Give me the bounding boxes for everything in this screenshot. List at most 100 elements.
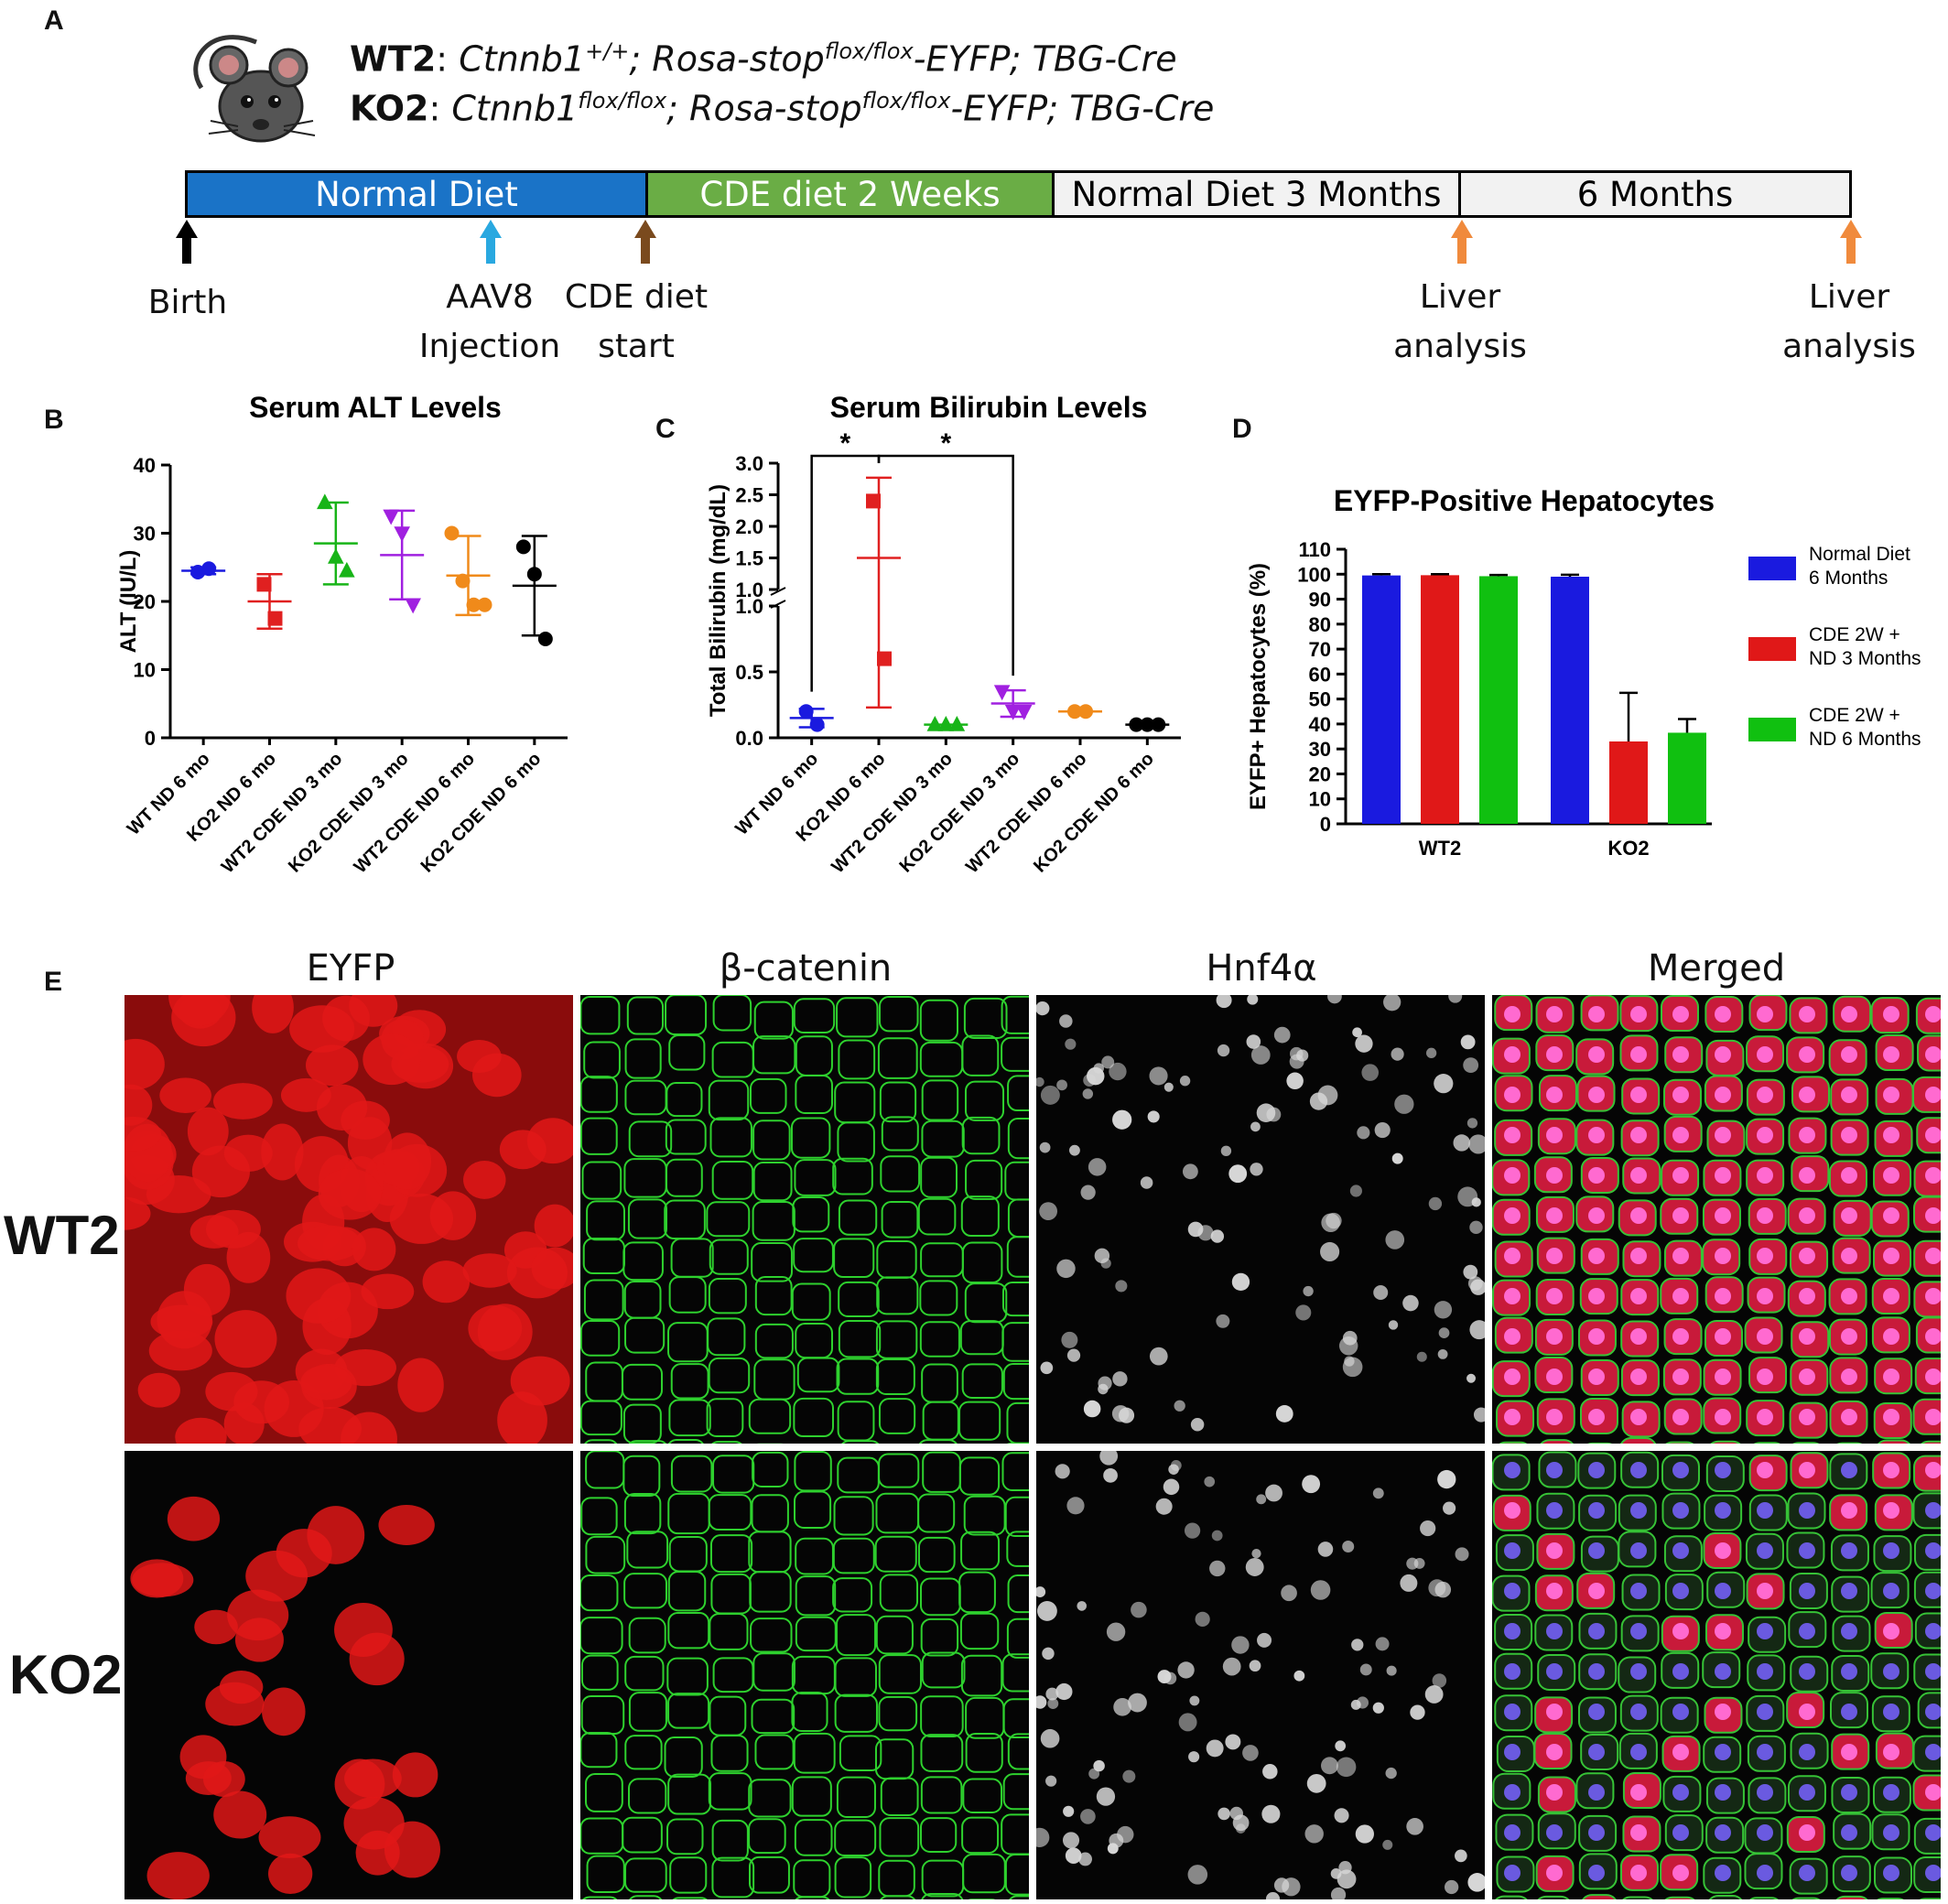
- data-point: [466, 597, 482, 612]
- nucleus: [1189, 1695, 1200, 1706]
- merged-nucleus: [1588, 1623, 1605, 1639]
- nucleus: [1036, 1001, 1050, 1016]
- nucleus: [1336, 1757, 1357, 1778]
- cell-membrane: [752, 1201, 795, 1241]
- merged-nucleus: [1841, 1583, 1857, 1599]
- cell: [471, 1053, 522, 1098]
- cell-membrane: [961, 1034, 1000, 1076]
- cell-membrane: [790, 1117, 831, 1159]
- merged-nucleus: [1672, 1167, 1689, 1184]
- nucleus: [1231, 1272, 1250, 1292]
- merged-nucleus: [1883, 1542, 1899, 1559]
- merged-nucleus: [1883, 1328, 1899, 1345]
- merged-nucleus: [1799, 1704, 1815, 1720]
- cell-membrane: [795, 1575, 837, 1617]
- merged-nucleus: [1588, 1704, 1605, 1720]
- cell-membrane: [667, 1439, 704, 1444]
- merged-cell: [1664, 1896, 1695, 1899]
- data-point: [256, 577, 272, 592]
- cell-membrane: [1002, 1698, 1029, 1739]
- merged-nucleus: [1757, 1502, 1773, 1519]
- merged-nucleus: [1799, 1824, 1815, 1841]
- event-cde-start-label: CDE diet start: [564, 278, 709, 365]
- cell-membrane: [622, 1241, 664, 1282]
- cell-membrane: [624, 1316, 666, 1354]
- merged-nucleus: [1630, 1865, 1647, 1881]
- merged-nucleus: [1588, 1502, 1605, 1519]
- cell-membrane: [666, 1081, 703, 1118]
- nucleus: [1036, 1695, 1047, 1709]
- nucleus: [1463, 1264, 1478, 1280]
- merged-nucleus: [1841, 1865, 1857, 1881]
- merged-nucleus: [1715, 1288, 1731, 1304]
- nucleus: [1047, 1698, 1059, 1710]
- merged-nucleus: [1925, 1824, 1941, 1841]
- merged-cell: [1495, 1895, 1528, 1899]
- nucleus: [1460, 1034, 1476, 1050]
- cell: [157, 1291, 212, 1349]
- cell: [205, 1209, 261, 1249]
- nucleus: [1321, 1757, 1338, 1775]
- cell-membrane: [836, 1776, 876, 1818]
- cell: [252, 995, 294, 1033]
- cell: [341, 1412, 397, 1444]
- cell-membrane: [626, 1531, 669, 1569]
- merged-cell: [1835, 1895, 1868, 1899]
- merged-nucleus: [1630, 1502, 1647, 1519]
- nucleus: [1103, 1467, 1118, 1483]
- merged-nucleus: [1672, 1583, 1689, 1599]
- cell-membrane: [920, 1617, 959, 1657]
- nucleus: [1335, 1740, 1347, 1752]
- cell-membrane: [669, 1856, 708, 1894]
- cell-membrane: [667, 1693, 710, 1729]
- cell: [245, 1550, 308, 1602]
- cell-membrane: [921, 1893, 964, 1899]
- nucleus: [1420, 1520, 1436, 1537]
- cell-membrane: [838, 1199, 878, 1236]
- data-point: [877, 651, 892, 666]
- merged-nucleus: [1546, 1744, 1563, 1760]
- nucleus: [1190, 1417, 1205, 1432]
- merged-nucleus: [1630, 1127, 1647, 1143]
- cell-membrane: [1006, 1531, 1029, 1567]
- merged-nucleus: [1588, 1127, 1605, 1143]
- nucleus: [1410, 1704, 1425, 1720]
- bar: [1668, 732, 1706, 824]
- y-tick-label: 1.0: [735, 595, 763, 618]
- merged-nucleus: [1799, 1502, 1815, 1519]
- column-title-beta-catenin: β-catenin: [719, 947, 893, 990]
- data-point: [809, 717, 825, 732]
- merged-nucleus: [1799, 1328, 1815, 1345]
- cell-membrane: [709, 1534, 753, 1574]
- merged-nucleus: [1715, 1542, 1731, 1559]
- merged-nucleus: [1925, 1462, 1941, 1478]
- nucleus: [1273, 1877, 1290, 1893]
- merged-nucleus: [1799, 1288, 1815, 1304]
- cell-membrane: [878, 1695, 918, 1732]
- merged-nucleus: [1672, 1328, 1689, 1345]
- column-title-merged: Merged: [1647, 947, 1786, 990]
- cell-membrane: [875, 1615, 914, 1655]
- nucleus: [1184, 1522, 1201, 1539]
- nucleus: [1338, 1336, 1358, 1356]
- nucleus: [1250, 1163, 1263, 1176]
- merged-nucleus: [1841, 1046, 1857, 1063]
- cell: [289, 1005, 355, 1053]
- cell-membrane: [960, 1654, 1003, 1697]
- merged-nucleus: [1799, 1087, 1815, 1103]
- cell-membrane: [832, 1537, 875, 1574]
- cell-membrane: [624, 1857, 667, 1893]
- cell-membrane: [1001, 1653, 1029, 1693]
- merged-nucleus: [1841, 1248, 1857, 1264]
- y-axis-label: ALT (IU/L): [116, 550, 141, 654]
- merged-nucleus: [1757, 1248, 1773, 1264]
- merged-nucleus: [1504, 1784, 1521, 1801]
- y-axis-label: Total Bilirubin (mg/dL): [706, 484, 730, 717]
- cell: [280, 1077, 331, 1112]
- merged-nucleus: [1841, 1207, 1857, 1224]
- cell-membrane: [751, 1698, 795, 1735]
- merged-nucleus: [1715, 1409, 1731, 1425]
- cell-membrane: [1007, 1198, 1029, 1239]
- nucleus: [1055, 1682, 1073, 1701]
- y-tick-label: 20: [1309, 763, 1331, 785]
